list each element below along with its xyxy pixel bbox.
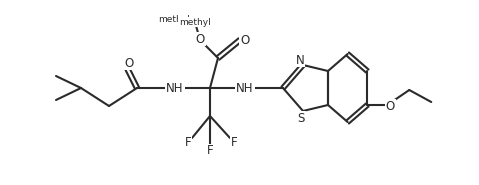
- Text: NH: NH: [166, 82, 184, 95]
- Text: O: O: [125, 56, 134, 70]
- Text: F: F: [185, 137, 191, 149]
- Text: O: O: [386, 100, 395, 112]
- Text: O: O: [195, 33, 205, 46]
- Text: F: F: [231, 137, 237, 149]
- Text: NH: NH: [236, 82, 254, 95]
- Text: methyl: methyl: [179, 18, 211, 26]
- Text: F: F: [206, 144, 213, 157]
- Text: N: N: [296, 53, 304, 66]
- Text: S: S: [297, 112, 305, 125]
- Text: O: O: [240, 33, 250, 46]
- Text: methyl: methyl: [158, 14, 190, 23]
